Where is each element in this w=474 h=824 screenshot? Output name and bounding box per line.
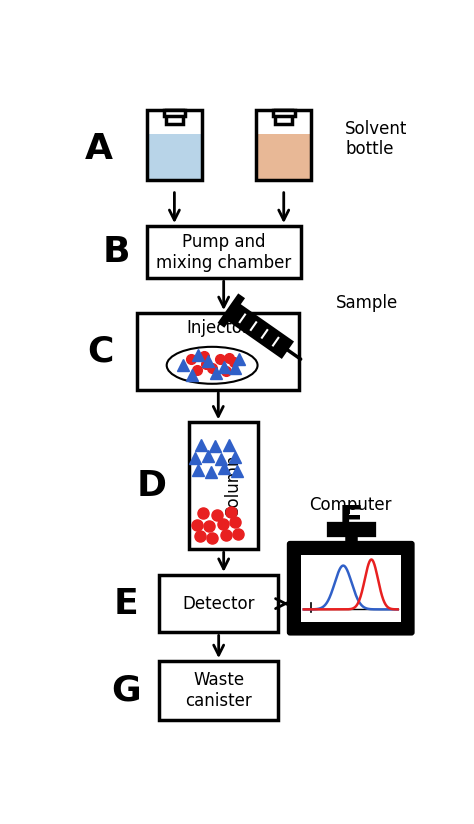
- Text: Solvent
bottle: Solvent bottle: [346, 119, 408, 158]
- FancyBboxPatch shape: [287, 541, 415, 635]
- Bar: [146, 110, 202, 180]
- Bar: [189, 422, 258, 550]
- Bar: [257, 133, 310, 179]
- Bar: [301, 555, 401, 622]
- Bar: [275, 110, 292, 124]
- Text: G: G: [111, 673, 141, 707]
- Ellipse shape: [167, 347, 257, 384]
- Text: A: A: [85, 132, 113, 166]
- Text: Injector: Injector: [187, 320, 250, 337]
- Bar: [146, 226, 301, 279]
- Bar: [164, 110, 185, 116]
- Text: Sample: Sample: [336, 294, 398, 312]
- Bar: [273, 110, 294, 116]
- Text: Column: Column: [224, 454, 242, 517]
- Bar: [166, 110, 183, 124]
- Text: D: D: [137, 469, 166, 503]
- Bar: [159, 575, 278, 633]
- Bar: [159, 661, 278, 719]
- Text: F: F: [338, 503, 363, 538]
- Text: Pump and
mixing chamber: Pump and mixing chamber: [156, 232, 292, 272]
- Text: C: C: [87, 335, 114, 368]
- Text: Detector: Detector: [182, 595, 255, 612]
- Bar: [147, 133, 201, 179]
- Text: E: E: [113, 587, 138, 620]
- Bar: [256, 110, 311, 180]
- Text: Computer: Computer: [310, 496, 392, 514]
- Polygon shape: [226, 303, 292, 357]
- Text: B: B: [102, 235, 129, 269]
- Bar: [137, 313, 299, 390]
- Text: Waste
canister: Waste canister: [185, 671, 252, 709]
